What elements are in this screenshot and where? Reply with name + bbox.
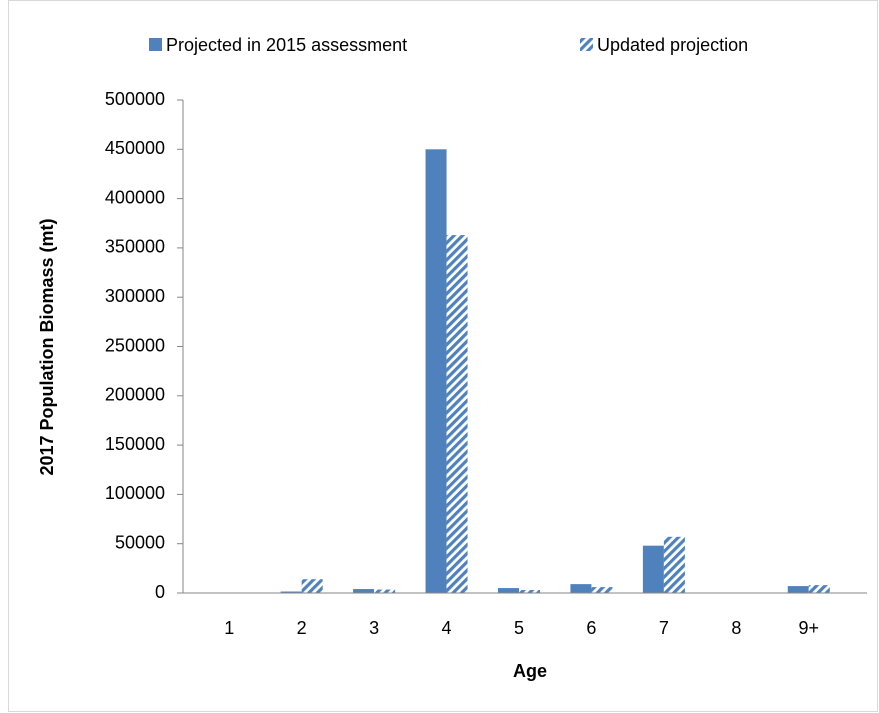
x-tick-label: 7 (659, 618, 669, 638)
x-tick-label: 3 (369, 618, 379, 638)
bar (497, 588, 519, 593)
y-tick-label: 450000 (105, 138, 165, 158)
legend-label: Updated projection (597, 35, 748, 55)
x-tick-label: 9+ (799, 618, 820, 638)
x-tick-label: 6 (586, 618, 596, 638)
y-tick-label: 400000 (105, 187, 165, 207)
x-axis-title: Age (513, 661, 547, 681)
x-tick-label: 5 (514, 618, 524, 638)
y-axis-title: 2017 Population Biomass (mt) (37, 218, 57, 475)
y-tick-label: 150000 (105, 434, 165, 454)
y-tick-label: 200000 (105, 385, 165, 405)
legend-label: Projected in 2015 assessment (166, 35, 407, 55)
bar (446, 235, 468, 593)
bar (353, 589, 375, 593)
bar (663, 536, 685, 593)
y-tick-label: 300000 (105, 286, 165, 306)
x-tick-label: 2 (297, 618, 307, 638)
y-tick-label: 0 (155, 582, 165, 602)
bar (570, 584, 592, 593)
bar (787, 586, 809, 593)
x-tick-label: 8 (731, 618, 741, 638)
x-tick-label: 1 (224, 618, 234, 638)
y-tick-label: 250000 (105, 335, 165, 355)
legend-swatch (149, 38, 162, 51)
x-tick-label: 4 (442, 618, 452, 638)
bar (642, 545, 664, 593)
y-tick-label: 100000 (105, 483, 165, 503)
y-tick-label: 350000 (105, 237, 165, 257)
legend-swatch (580, 38, 593, 51)
bar (808, 585, 830, 593)
bar (374, 589, 396, 593)
bar (280, 591, 302, 593)
bar (519, 590, 541, 593)
y-tick-label: 50000 (115, 532, 165, 552)
y-tick-label: 500000 (105, 89, 165, 109)
bar (425, 149, 447, 594)
bar (301, 579, 323, 593)
bar (591, 587, 613, 593)
